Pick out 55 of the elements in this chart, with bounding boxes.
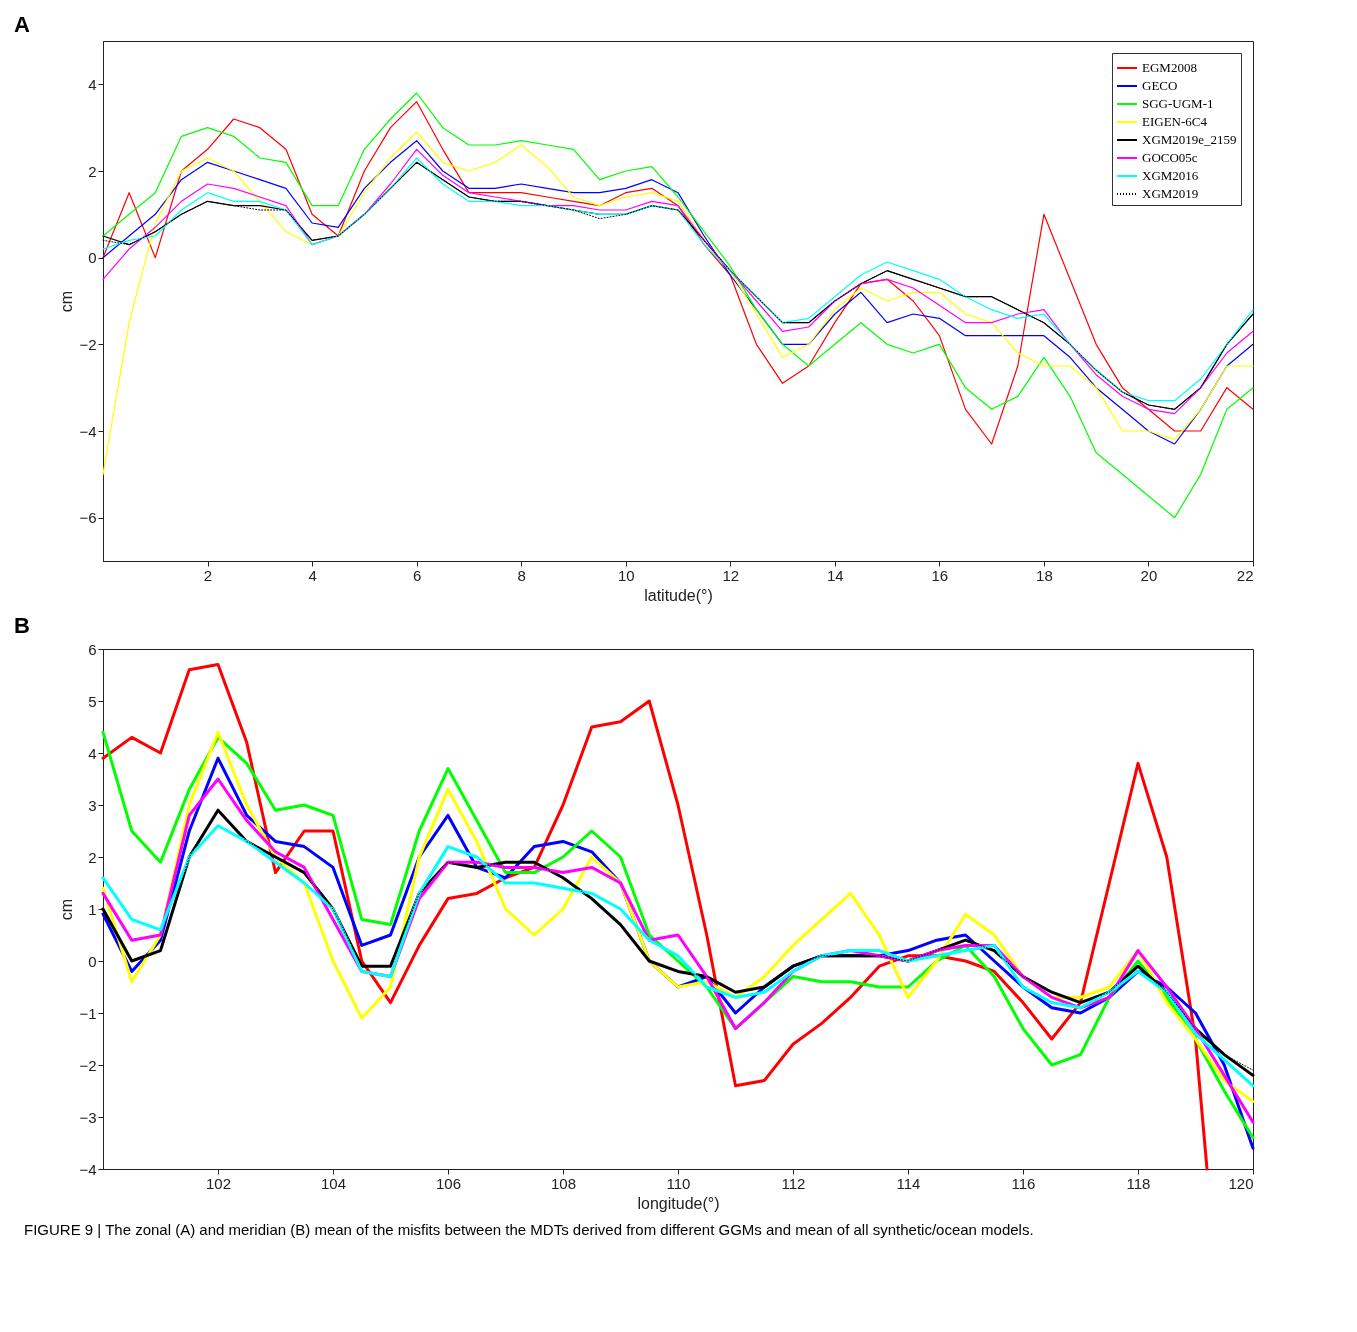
x-tick-label: 118: [1126, 1174, 1151, 1192]
legend-label: EGM2008: [1142, 60, 1197, 75]
x-tick-label: 6: [412, 566, 422, 584]
x-axis-title: longitude(°): [637, 1194, 720, 1212]
legend-label: EIGEN-6C4: [1142, 114, 1208, 129]
line-series: [102, 92, 1254, 519]
y-tick-label: 0: [88, 249, 97, 267]
legend-label: XGM2019: [1142, 186, 1199, 201]
chart-title: A: [13, 12, 30, 37]
y-tick-label: −2: [79, 1056, 97, 1074]
x-tick-label: 108: [550, 1174, 577, 1192]
y-tick-label: 0: [88, 952, 97, 970]
x-tick-label: 116: [1011, 1174, 1036, 1192]
y-tick-label: 6: [88, 640, 97, 658]
caption: FIGURE 9 | The zonal (A) and meridian (B) mean of the misfits between the MDTs derived from different GGMs and mean of all synthetic/ocean models.: [24, 1221, 1035, 1238]
line-series: [101, 663, 1209, 1171]
x-tick-label: 104: [320, 1174, 347, 1192]
y-tick-label: 5: [88, 692, 97, 710]
x-tick-label: 16: [931, 566, 949, 584]
chart-title: B: [13, 613, 30, 638]
y-tick-label: 3: [88, 796, 97, 814]
legend-label: GECO: [1142, 78, 1178, 93]
x-tick-label: 106: [435, 1174, 462, 1192]
y-tick-label: 1: [88, 900, 97, 918]
y-tick-label: 4: [88, 75, 97, 93]
x-tick-label: 110: [666, 1174, 691, 1192]
y-tick-label: −4: [79, 1160, 97, 1178]
x-tick-label: 20: [1140, 566, 1158, 584]
x-tick-label: 8: [517, 566, 526, 584]
legend-label: SGG-UGM-1: [1142, 96, 1214, 111]
legend-label: GOCO05c: [1142, 150, 1198, 165]
y-tick-label: 4: [88, 744, 97, 762]
y-tick-label: −3: [79, 1108, 97, 1126]
x-tick-label: 12: [722, 566, 740, 584]
y-axis-title: cm: [58, 898, 76, 921]
y-axis-title: cm: [58, 290, 76, 313]
y-tick-label: 2: [88, 848, 97, 866]
legend-label: XGM2019e_2159: [1142, 132, 1237, 147]
x-tick-label: 2: [203, 566, 213, 584]
x-tick-label: 22: [1236, 566, 1254, 584]
legend-label: XGM2016: [1142, 168, 1199, 183]
x-tick-label: 114: [896, 1174, 921, 1192]
x-tick-label: 10: [617, 566, 635, 584]
x-tick-label: 102: [205, 1174, 232, 1192]
x-axis-title: latitude(°): [644, 586, 713, 604]
y-tick-label: −6: [79, 509, 97, 527]
x-tick-label: 14: [826, 566, 844, 584]
y-tick-label: 2: [88, 162, 97, 180]
x-tick-label: 4: [308, 566, 317, 584]
y-tick-label: −1: [79, 1004, 97, 1022]
x-tick-label: 112: [781, 1174, 806, 1192]
y-tick-label: −2: [79, 335, 97, 353]
y-tick-label: −4: [79, 422, 97, 440]
x-tick-label: 120: [1228, 1174, 1254, 1192]
x-tick-label: 18: [1036, 566, 1053, 584]
